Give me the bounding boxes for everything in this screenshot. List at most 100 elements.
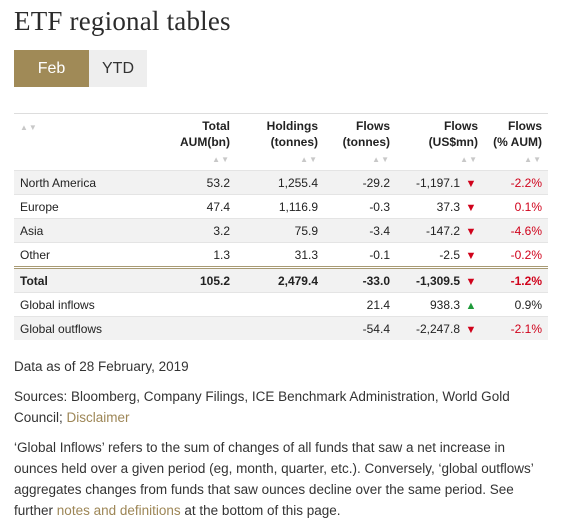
sort-flows-tonnes-icon[interactable]: ▲▼ [372, 155, 390, 164]
header-flows-pct: Flows (% AUM) ▲▼ [484, 113, 548, 171]
cell-flows-pct: -1.2% [484, 266, 548, 293]
sources-text: Sources: Bloomberg, Company Filings, ICE… [14, 386, 534, 428]
sources-label: Sources: Bloomberg, Company Filings, ICE… [14, 389, 510, 425]
triangle-down-icon: ▼ [465, 323, 477, 336]
table-row: North America 53.2 1,255.4 -29.2 -1,197.… [14, 170, 548, 195]
cell-aum [164, 316, 236, 340]
triangle-up-icon: ▲ [465, 299, 477, 312]
note-text: ‘Global Inflows’ refers to the sum of ch… [14, 440, 534, 518]
sort-aum-icon[interactable]: ▲▼ [212, 155, 230, 164]
triangle-down-icon: ▼ [465, 275, 477, 288]
global-outflows-row: Global outflows -54.4 -2,247.8 ▼ -2.1% [14, 316, 548, 340]
cell-region: North America [14, 170, 164, 195]
cell-flows-usd: -147.2 ▼ [396, 218, 484, 243]
sort-flows-pct-icon[interactable]: ▲▼ [524, 155, 542, 164]
triangle-down-icon: ▼ [465, 249, 477, 262]
tab-ytd[interactable]: YTD [89, 50, 147, 87]
cell-flows-usd: 938.3 ▲ [396, 292, 484, 317]
table-row: Asia 3.2 75.9 -3.4 -147.2 ▼ -4.6% [14, 218, 548, 243]
flows-usd-value: -2.5 [439, 247, 460, 262]
header-holdings: Holdings (tonnes) ▲▼ [236, 113, 324, 171]
cell-flows-usd: -2.5 ▼ [396, 242, 484, 268]
cell-region: Global outflows [14, 316, 164, 340]
tab-feb-19[interactable]: Feb 19 [14, 50, 89, 114]
cell-holdings [236, 316, 324, 340]
cell-flows-tonnes: -0.1 [324, 242, 396, 268]
definitions-note: ‘Global Inflows’ refers to the sum of ch… [14, 437, 534, 521]
cell-flows-tonnes: -33.0 [324, 266, 396, 293]
header-flows-usd: Flows (US$mn) ▲▼ [396, 113, 484, 171]
cell-aum: 1.3 [164, 242, 236, 268]
header-label: Flows [355, 119, 390, 133]
etf-regional-table: ▲▼ Total AUM(bn) ▲▼ Holdings (tonnes) ▲▼… [14, 113, 548, 340]
flows-usd-value: 938.3 [429, 297, 460, 312]
total-row: Total 105.2 2,479.4 -33.0 -1,309.5 ▼ -1.2… [14, 266, 548, 293]
cell-aum [164, 292, 236, 317]
cell-holdings: 1,116.9 [236, 194, 324, 219]
triangle-down-icon: ▼ [465, 201, 477, 214]
page-title: ETF regional tables [14, 6, 231, 36]
triangle-down-icon: ▼ [465, 225, 477, 238]
cell-flows-pct: -0.2% [484, 242, 548, 268]
flows-usd-value: -147.2 [425, 223, 460, 238]
global-inflows-row: Global inflows 21.4 938.3 ▲ 0.9% [14, 292, 548, 317]
period-tabs: Feb 19 YTD [14, 50, 147, 114]
cell-region: Other [14, 242, 164, 268]
cell-flows-pct: -2.1% [484, 316, 548, 340]
cell-flows-tonnes: -54.4 [324, 316, 396, 340]
table-row: Other 1.3 31.3 -0.1 -2.5 ▼ -0.2% [14, 242, 548, 268]
header-label: Holdings [266, 119, 318, 133]
cell-flows-tonnes: -3.4 [324, 218, 396, 243]
header-region: ▲▼ [14, 113, 164, 171]
cell-flows-usd: 37.3 ▼ [396, 194, 484, 219]
header-label: (tonnes) [270, 135, 318, 149]
header-label: (% AUM) [493, 135, 542, 149]
notes-definitions-link[interactable]: notes and definitions [56, 503, 181, 518]
cell-flows-pct: -2.2% [484, 170, 548, 195]
cell-aum: 47.4 [164, 194, 236, 219]
cell-aum: 53.2 [164, 170, 236, 195]
flows-usd-value: -1,309.5 [415, 273, 460, 288]
cell-flows-usd: -1,309.5 ▼ [396, 266, 484, 293]
sort-region-icon[interactable]: ▲▼ [20, 123, 38, 132]
cell-flows-tonnes: -29.2 [324, 170, 396, 195]
triangle-down-icon: ▼ [465, 177, 477, 190]
cell-region: Europe [14, 194, 164, 219]
flows-usd-value: -2,247.8 [415, 321, 460, 336]
header-label: Total [202, 119, 230, 133]
cell-region: Asia [14, 218, 164, 243]
cell-holdings: 2,479.4 [236, 266, 324, 293]
header-total-aum: Total AUM(bn) ▲▼ [164, 113, 236, 171]
data-as-of: Data as of 28 February, 2019 [14, 359, 189, 374]
cell-aum: 105.2 [164, 266, 236, 293]
sort-holdings-icon[interactable]: ▲▼ [300, 155, 318, 164]
cell-flows-tonnes: 21.4 [324, 292, 396, 317]
header-label: (US$mn) [428, 135, 478, 149]
cell-holdings: 31.3 [236, 242, 324, 268]
cell-flows-pct: 0.9% [484, 292, 548, 317]
cell-flows-pct: -4.6% [484, 218, 548, 243]
cell-region: Total [14, 266, 164, 293]
header-label: Flows [507, 119, 542, 133]
cell-aum: 3.2 [164, 218, 236, 243]
flows-usd-value: -1,197.1 [415, 175, 460, 190]
cell-flows-usd: -2,247.8 ▼ [396, 316, 484, 340]
header-label: Flows [443, 119, 478, 133]
cell-flows-usd: -1,197.1 ▼ [396, 170, 484, 195]
cell-flows-tonnes: -0.3 [324, 194, 396, 219]
cell-holdings [236, 292, 324, 317]
cell-holdings: 75.9 [236, 218, 324, 243]
table-header-row: ▲▼ Total AUM(bn) ▲▼ Holdings (tonnes) ▲▼… [14, 113, 548, 171]
sort-flows-usd-icon[interactable]: ▲▼ [460, 155, 478, 164]
flows-usd-value: 37.3 [436, 199, 460, 214]
header-label: (tonnes) [342, 135, 390, 149]
disclaimer-link[interactable]: Disclaimer [66, 410, 130, 425]
note-text-end: at the bottom of this page. [184, 503, 341, 518]
table-row: Europe 47.4 1,116.9 -0.3 37.3 ▼ 0.1% [14, 194, 548, 219]
header-flows-tonnes: Flows (tonnes) ▲▼ [324, 113, 396, 171]
header-label: AUM(bn) [180, 135, 230, 149]
cell-holdings: 1,255.4 [236, 170, 324, 195]
cell-flows-pct: 0.1% [484, 194, 548, 219]
cell-region: Global inflows [14, 292, 164, 317]
